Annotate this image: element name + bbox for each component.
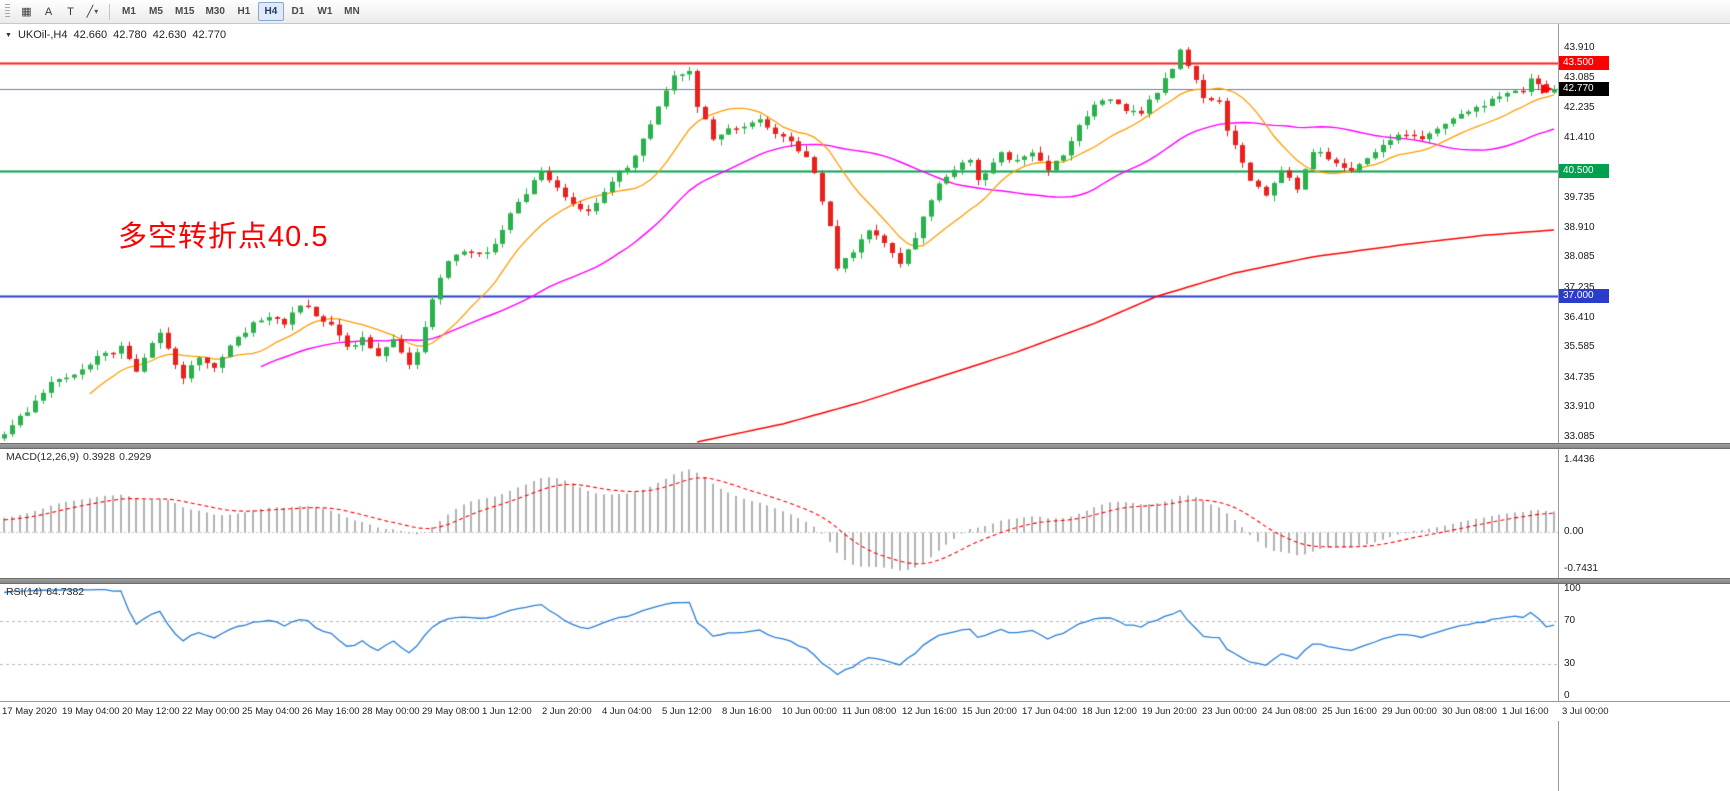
macd-main-value: 0.3928 (82, 451, 116, 463)
axis-tick-label: 39.735 (1564, 192, 1595, 204)
axis-tick-label: 100 (1564, 583, 1581, 594)
time-axis-label: 15 Jun 20:00 (962, 706, 1017, 717)
axis-tick-label: 43.910 (1564, 42, 1595, 54)
time-axis-label: 28 May 00:00 (362, 706, 420, 717)
time-axis-label: 18 Jun 12:00 (1082, 706, 1137, 717)
time-axis-label: 10 Jun 00:00 (782, 706, 837, 717)
time-axis[interactable]: 17 May 2020 19 May 04:00 20 May 12:00 22 Ma… (0, 701, 1730, 721)
axis-tick-label: 38.085 (1564, 251, 1595, 263)
text-label-a-icon[interactable]: A (38, 2, 59, 21)
axis-tick-label: 35.585 (1564, 341, 1595, 353)
axis-tick-label: 34.735 (1564, 371, 1595, 383)
time-axis-label: 8 Jun 16:00 (722, 706, 772, 717)
timeframe-button-mn[interactable]: MN (339, 2, 365, 21)
main-chart-canvas[interactable] (0, 23, 1558, 443)
timeframe-button-h4[interactable]: H4 (257, 2, 284, 21)
axis-tick-label: 36.410 (1564, 311, 1595, 323)
price-axis[interactable]: 43.910 43.085 42.235 41.410 39.735 38.910 38.0… (1558, 23, 1730, 791)
time-axis-label: 19 May 04:00 (62, 706, 120, 717)
dropdown-caret-icon: ▾ (94, 7, 99, 16)
axis-tick-label: 1.4436 (1564, 453, 1595, 465)
time-axis-label: 1 Jun 12:00 (482, 706, 532, 717)
time-axis-label: 12 Jun 16:00 (902, 706, 957, 717)
axis-tick-label: 38.910 (1564, 221, 1595, 233)
axis-tick-label: 33.910 (1564, 401, 1595, 413)
time-axis-label: 23 Jun 00:00 (1202, 706, 1257, 717)
timeframe-button-m1[interactable]: M1 (116, 2, 142, 21)
timeframe-button-m5[interactable]: M5 (143, 2, 169, 21)
rsi-value: 64.7382 (46, 586, 85, 598)
time-axis-label: 5 Jun 12:00 (662, 706, 712, 717)
chart-annotation-text: 多空转折点40.5 (118, 221, 329, 253)
axis-tick-label: -0.7431 (1564, 563, 1598, 575)
macd-label: MACD(12,26,9) 0.3928 0.2929 (6, 451, 155, 463)
main-toolbar: ▦ A T ╱ ▾ M1 M5 M15 M30 H1 H4 D1 W1 MN (0, 0, 1730, 24)
time-axis-label: 24 Jun 08:00 (1262, 706, 1317, 717)
timeframe-group: M1 M5 M15 M30 H1 H4 D1 W1 MN (116, 2, 365, 21)
rsi-indicator-name: RSI(14) (6, 586, 43, 598)
chart-tools-group: ▦ A T ╱ ▾ (16, 2, 103, 21)
axis-tick-label: 33.085 (1564, 431, 1595, 443)
time-axis-label: 17 Jun 04:00 (1022, 706, 1077, 717)
time-axis-label: 29 Jun 00:00 (1382, 706, 1437, 717)
rsi-indicator-panel: RSI(14) 64.7382 (0, 584, 1558, 701)
time-axis-label: 17 May 2020 (2, 706, 57, 717)
axis-tick-label: 0.00 (1564, 526, 1584, 538)
axis-tick-label: 42.235 (1564, 102, 1595, 114)
time-axis-label: 1 Jul 16:00 (1502, 706, 1549, 717)
macd-indicator-name: MACD(12,26,9) (6, 451, 79, 463)
price-axis-badge: 37.000 (1559, 289, 1609, 304)
text-label-t-icon[interactable]: T (60, 2, 81, 21)
timeframe-button-d1[interactable]: D1 (285, 2, 311, 21)
time-axis-label: 26 May 16:00 (302, 706, 360, 717)
price-axis-badge: 43.500 (1559, 55, 1609, 70)
chart-title: ▼ UKOil-,H4 42.660 42.780 42.630 42.770 (5, 29, 226, 41)
time-axis-label: 2 Jun 20:00 (542, 706, 592, 717)
time-axis-label: 20 May 12:00 (122, 706, 180, 717)
toolbar-divider (109, 3, 110, 20)
time-axis-label: 22 May 00:00 (182, 706, 240, 717)
trendline-tool-icon[interactable]: ╱ ▾ (82, 2, 103, 21)
axis-tick-label: 37.235 (1564, 281, 1595, 293)
chart-low-value: 42.630 (152, 29, 187, 41)
chart-workspace: ▼ UKOil-,H4 42.660 42.780 42.630 42.770 … (0, 23, 1730, 791)
timeframe-button-m30[interactable]: M30 (200, 2, 229, 21)
main-chart-panel: ▼ UKOil-,H4 42.660 42.780 42.630 42.770 … (0, 23, 1558, 443)
axis-tick-label: 43.085 (1564, 71, 1595, 83)
time-axis-label: 3 Jul 00:00 (1562, 706, 1609, 717)
axis-tick-label: 30 (1564, 657, 1576, 669)
chart-symbol-timeframe: UKOil-,H4 (17, 29, 68, 41)
chart-window-icon[interactable]: ▦ (16, 2, 37, 21)
time-axis-label: 11 Jun 08:00 (842, 706, 897, 717)
panel-separator[interactable] (0, 443, 1730, 449)
time-axis-label: 19 Jun 20:00 (1142, 706, 1197, 717)
axis-tick-label: 41.410 (1564, 131, 1595, 143)
chart-collapse-icon[interactable]: ▼ (5, 31, 12, 39)
axis-tick-label: 70 (1564, 615, 1576, 627)
time-axis-label: 25 Jun 16:00 (1322, 706, 1377, 717)
macd-indicator-panel: MACD(12,26,9) 0.3928 0.2929 (0, 449, 1558, 578)
time-axis-label: 29 May 08:00 (422, 706, 480, 717)
panel-separator[interactable] (0, 578, 1730, 584)
price-axis-badge: 40.500 (1559, 163, 1609, 178)
chart-close-value: 42.770 (192, 29, 227, 41)
rsi-canvas[interactable] (0, 584, 1558, 701)
timeframe-button-w1[interactable]: W1 (312, 2, 338, 21)
time-axis-label: 4 Jun 04:00 (602, 706, 652, 717)
time-axis-label: 30 Jun 08:00 (1442, 706, 1497, 717)
timeframe-button-m15[interactable]: M15 (170, 2, 199, 21)
chart-open-value: 42.660 (73, 29, 108, 41)
macd-canvas[interactable] (0, 449, 1558, 578)
macd-signal-value: 0.2929 (119, 451, 152, 463)
chart-high-value: 42.780 (113, 29, 147, 41)
axis-tick-label: 0 (1564, 690, 1570, 701)
price-axis-badge: 42.770 (1559, 82, 1609, 97)
time-axis-label: 25 May 04:00 (242, 706, 300, 717)
rsi-label: RSI(14) 64.7382 (6, 586, 88, 598)
toolbar-grip-handle[interactable] (5, 4, 10, 19)
timeframe-button-h1[interactable]: H1 (231, 2, 257, 21)
